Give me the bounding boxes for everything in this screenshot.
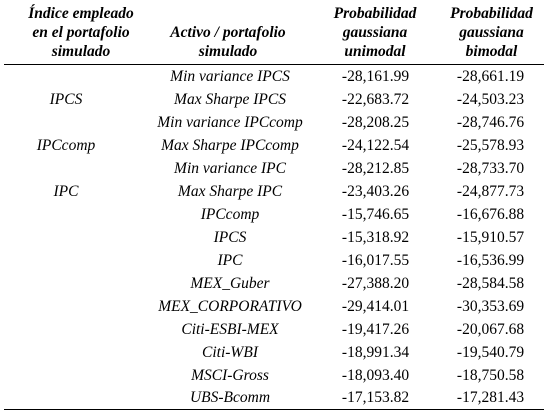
activo-cell: Max Sharpe IPCS	[174, 91, 286, 108]
header-activo: Activo / portafolio simulado	[148, 23, 308, 61]
header-rule	[4, 64, 544, 65]
bimodal-cell: -15,910.57	[456, 229, 525, 246]
header-bimodal-line: Probabilidad	[450, 5, 533, 22]
activo-cell: Min variance IPCcomp	[157, 114, 303, 131]
activo-cell: Min variance IPCS	[170, 68, 290, 85]
table-row: Max Sharpe IPCcomp -24,122.54 -25,578.93	[0, 134, 548, 157]
bimodal-cell: -24,877.73	[456, 183, 525, 200]
header-indice-line: Índice empleado	[28, 5, 134, 22]
table-row: IPCcomp -15,746.65 -16,676.88	[0, 203, 548, 226]
bimodal-cell: -25,578.93	[456, 137, 525, 154]
bimodal-cell: -28,584.58	[456, 275, 525, 292]
bimodal-cell: -24,503.23	[456, 91, 525, 108]
bimodal-cell: -28,746.76	[456, 114, 525, 131]
activo-cell: Citi-WBI	[202, 344, 258, 361]
unimodal-cell: -28,208.25	[341, 114, 410, 131]
unimodal-cell: -18,991.34	[341, 344, 410, 361]
header-indice-line: simulado	[51, 43, 111, 60]
bimodal-cell: -17,281.43	[456, 389, 525, 406]
header-bimodal-line: bimodal	[465, 43, 518, 60]
table-row: UBS-Bcomm -17,153.82 -17,281.43	[0, 386, 548, 409]
table-row: IPC -16,017.55 -16,536.99	[0, 249, 548, 272]
unimodal-cell: -28,161.99	[341, 68, 410, 85]
bimodal-cell: -28,661.19	[456, 68, 525, 85]
bimodal-cell: -19,540.79	[456, 344, 525, 361]
activo-cell: Max Sharpe IPC	[177, 183, 283, 200]
bottom-rule	[4, 409, 544, 410]
bimodal-cell: -16,536.99	[456, 252, 525, 269]
table-row: IPCS -15,318.92 -15,910.57	[0, 226, 548, 249]
table-row: Citi-ESBI-MEX -19,417.26 -20,067.68	[0, 318, 548, 341]
unimodal-cell: -23,403.26	[341, 183, 410, 200]
unimodal-cell: -17,153.82	[341, 389, 410, 406]
activo-cell: Max Sharpe IPCcomp	[161, 137, 299, 154]
activo-cell: Min variance IPC	[174, 160, 286, 177]
unimodal-cell: -22,683.72	[341, 91, 410, 108]
header-bimodal-line: gaussiana	[459, 24, 524, 41]
unimodal-cell: -19,417.26	[341, 321, 410, 338]
activo-cell: IPCS	[213, 229, 247, 246]
table-row: Min variance IPC -28,212.85 -28,733.70	[0, 157, 548, 180]
table-row: MEX_Guber -27,388.20 -28,584.58	[0, 272, 548, 295]
header-activo-line: Activo / portafolio	[170, 24, 286, 41]
activo-cell: UBS-Bcomm	[189, 389, 271, 406]
table-row: MEX_CORPORATIVO -29,414.01 -30,353.69	[0, 295, 548, 318]
activo-cell: MEX_Guber	[190, 275, 270, 292]
unimodal-cell: -29,414.01	[341, 298, 410, 315]
activo-cell: MEX_CORPORATIVO	[158, 298, 302, 315]
bimodal-cell: -18,750.58	[456, 367, 525, 384]
group-label-ipccomp: IPCcomp	[36, 137, 96, 154]
unimodal-cell: -28,212.85	[341, 160, 410, 177]
unimodal-cell: -15,746.65	[341, 206, 410, 223]
unimodal-cell: -18,093.40	[341, 367, 410, 384]
bimodal-cell: -20,067.68	[456, 321, 525, 338]
activo-cell: MSCI-Gross	[191, 367, 269, 384]
activo-cell: IPCcomp	[200, 206, 260, 223]
group-label-ipc: IPC	[53, 183, 79, 200]
bimodal-cell: -16,676.88	[456, 206, 525, 223]
header-bimodal: Probabilidad gaussiana bimodal	[435, 4, 548, 61]
header-unimodal: Probabilidad gaussiana unimodal	[315, 4, 435, 61]
bimodal-cell: -28,733.70	[456, 160, 525, 177]
table-row: Max Sharpe IPCS -22,683.72 -24,503.23	[0, 88, 548, 111]
table-row: Min variance IPCS -28,161.99 -28,661.19	[0, 65, 548, 88]
header-unimodal-line: Probabilidad	[333, 5, 417, 22]
activo-cell: IPC	[217, 252, 243, 269]
group-label-ipcs: IPCS	[49, 91, 83, 108]
header-unimodal-line: unimodal	[344, 43, 406, 60]
table-row: Max Sharpe IPC -23,403.26 -24,877.73	[0, 180, 548, 203]
header-activo-line: simulado	[198, 43, 258, 60]
table-row: Min variance IPCcomp -28,208.25 -28,746.…	[0, 111, 548, 134]
bimodal-cell: -30,353.69	[456, 298, 525, 315]
header-unimodal-line: gaussiana	[342, 24, 408, 41]
table-row: Citi-WBI -18,991.34 -19,540.79	[0, 341, 548, 364]
table-row: MSCI-Gross -18,093.40 -18,750.58	[0, 364, 548, 387]
unimodal-cell: -16,017.55	[341, 252, 410, 269]
unimodal-cell: -27,388.20	[341, 275, 410, 292]
header-indice-line: en el portafolio	[32, 24, 130, 41]
unimodal-cell: -15,318.92	[341, 229, 410, 246]
unimodal-cell: -24,122.54	[341, 137, 410, 154]
activo-cell: Citi-ESBI-MEX	[181, 321, 279, 338]
header-indice: Índice empleado en el portafolio simulad…	[6, 4, 156, 61]
